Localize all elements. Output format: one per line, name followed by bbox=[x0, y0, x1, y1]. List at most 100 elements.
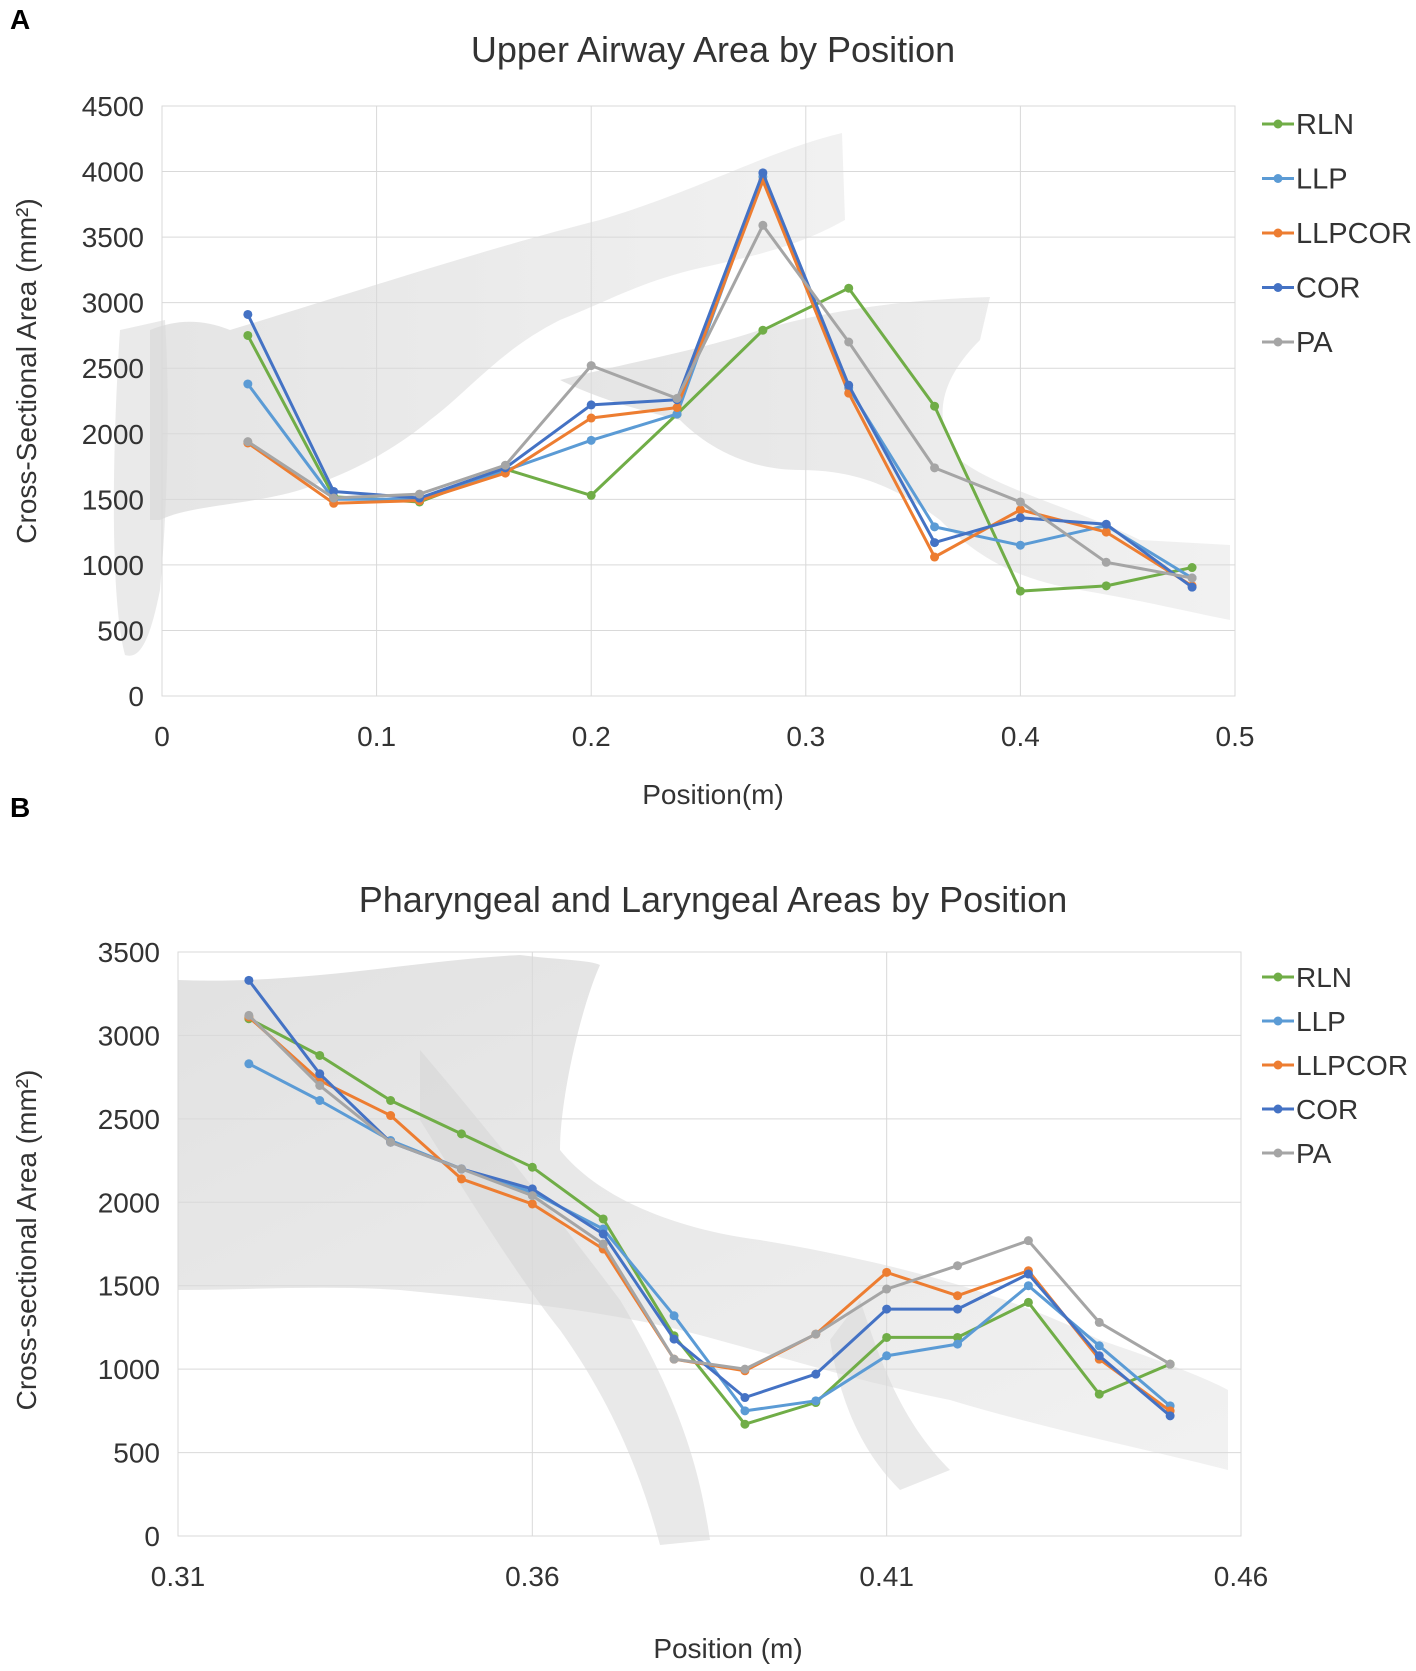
x-tick-label: 0.36 bbox=[505, 1561, 560, 1592]
airway-illustration-b bbox=[178, 955, 1228, 1545]
y-tick-label: 4000 bbox=[82, 157, 144, 188]
data-point-pa bbox=[672, 393, 682, 403]
data-point-pa bbox=[586, 361, 596, 371]
data-point-llp bbox=[1023, 1281, 1033, 1291]
y-tick-label: 2000 bbox=[82, 419, 144, 450]
data-point-llp bbox=[1015, 540, 1025, 550]
data-point-cor bbox=[953, 1304, 963, 1314]
y-axis-label-a: Cross-Sectional Area (mm²) bbox=[11, 198, 42, 543]
data-point-llpcor bbox=[386, 1111, 396, 1121]
y-tick-label: 4500 bbox=[82, 91, 144, 122]
series-pa bbox=[244, 1010, 1175, 1374]
chart-b: 0 500 1000 1500 2000 2500 3000 3500 0.31 0.36 0.4… bbox=[11, 879, 1408, 1664]
data-point-rln bbox=[1015, 586, 1025, 596]
series-line-rln bbox=[248, 1017, 1171, 1426]
data-point-pa bbox=[669, 1354, 679, 1364]
legend-item-pa: PA bbox=[1262, 327, 1333, 359]
legend-label: RLN bbox=[1296, 962, 1352, 993]
legend-item-llpcor: LLPCOR bbox=[1262, 218, 1412, 250]
data-point-pa bbox=[1165, 1359, 1175, 1369]
legend-item-llp: LLP bbox=[1262, 164, 1348, 196]
legend-item-rln: RLN bbox=[1262, 962, 1352, 993]
data-point-pa bbox=[415, 489, 425, 499]
data-point-llp bbox=[315, 1096, 325, 1106]
legend-label: COR bbox=[1296, 1094, 1358, 1125]
y-tick-label: 500 bbox=[97, 615, 144, 646]
legend-item-cor: COR bbox=[1262, 273, 1360, 305]
legend-a: RLN LLP LLPCOR COR PA bbox=[1262, 109, 1412, 359]
data-point-llpcor bbox=[456, 1174, 466, 1184]
data-point-pa bbox=[930, 463, 940, 473]
data-point-cor bbox=[882, 1304, 892, 1314]
y-tick-label: 1500 bbox=[98, 1271, 160, 1302]
y-tick-label: 1000 bbox=[98, 1354, 160, 1385]
legend-swatch-marker bbox=[1273, 972, 1283, 982]
data-point-rln bbox=[1023, 1297, 1033, 1307]
legend-item-rln: RLN bbox=[1262, 109, 1354, 141]
x-tick-label: 0.5 bbox=[1216, 721, 1255, 752]
data-point-llp bbox=[1094, 1341, 1104, 1351]
data-point-rln bbox=[740, 1419, 750, 1429]
legend-label: LLPCOR bbox=[1296, 218, 1412, 250]
x-tick-labels-b: 0.31 0.36 0.41 0.46 bbox=[151, 1561, 1269, 1592]
y-tick-label: 2500 bbox=[82, 353, 144, 384]
legend-label: PA bbox=[1296, 327, 1333, 359]
x-tick-label: 0 bbox=[154, 721, 170, 752]
legend-swatch-marker bbox=[1273, 174, 1283, 183]
data-point-rln bbox=[243, 330, 253, 340]
data-point-cor bbox=[244, 975, 254, 985]
data-point-llp bbox=[672, 409, 682, 419]
data-point-cor bbox=[811, 1369, 821, 1379]
legend-label: RLN bbox=[1296, 109, 1354, 141]
series-b bbox=[244, 975, 1175, 1429]
legend-item-llpcor: LLPCOR bbox=[1262, 1050, 1408, 1081]
data-point-llp bbox=[953, 1339, 963, 1349]
data-point-pa bbox=[329, 493, 339, 503]
y-tick-label: 2500 bbox=[98, 1104, 160, 1135]
legend-item-pa: PA bbox=[1262, 1138, 1332, 1169]
data-point-rln bbox=[844, 283, 854, 293]
y-tick-label: 1000 bbox=[82, 550, 144, 581]
x-tick-label: 0.2 bbox=[572, 721, 611, 752]
x-tick-label: 0.1 bbox=[357, 721, 396, 752]
data-point-pa bbox=[811, 1329, 821, 1339]
data-point-llp bbox=[669, 1311, 679, 1321]
y-tick-label: 3500 bbox=[82, 222, 144, 253]
data-point-rln bbox=[758, 325, 768, 335]
chart-title-a: Upper Airway Area by Position bbox=[471, 29, 955, 70]
panel-label-a: A bbox=[10, 4, 31, 35]
legend-label: LLP bbox=[1296, 1006, 1346, 1037]
data-point-rln bbox=[882, 1332, 892, 1342]
data-point-cor bbox=[1101, 519, 1111, 529]
data-point-rln bbox=[1094, 1389, 1104, 1399]
x-tick-label: 0.31 bbox=[151, 1561, 206, 1592]
legend-swatch-marker bbox=[1273, 283, 1283, 292]
data-point-pa bbox=[1094, 1317, 1104, 1327]
y-tick-label: 500 bbox=[113, 1438, 160, 1469]
plot-area-border-a bbox=[161, 105, 1236, 697]
legend-swatch-marker bbox=[1273, 1104, 1283, 1114]
data-point-cor bbox=[527, 1184, 537, 1194]
legend-swatch-marker bbox=[1273, 1148, 1283, 1158]
x-axis-label-a: Position(m) bbox=[642, 779, 784, 810]
y-tick-label: 0 bbox=[144, 1521, 160, 1552]
data-point-llp bbox=[243, 379, 253, 389]
data-point-llp bbox=[586, 435, 596, 445]
x-tick-label: 0.4 bbox=[1001, 721, 1040, 752]
data-point-cor bbox=[1015, 513, 1025, 523]
data-point-cor bbox=[586, 400, 596, 410]
legend-swatch-marker bbox=[1273, 1016, 1283, 1026]
data-point-cor bbox=[315, 1069, 325, 1079]
data-point-pa bbox=[315, 1080, 325, 1090]
panel-label-b: B bbox=[10, 792, 31, 823]
data-point-llpcor bbox=[527, 1199, 537, 1209]
y-tick-label: 3500 bbox=[98, 937, 160, 968]
data-point-pa bbox=[500, 460, 510, 470]
data-point-cor bbox=[758, 168, 768, 178]
data-point-llp bbox=[244, 1059, 254, 1069]
x-axis-label-b: Position (m) bbox=[653, 1633, 802, 1664]
series-a bbox=[243, 168, 1197, 596]
x-tick-label: 0.46 bbox=[1214, 1561, 1269, 1592]
y-tick-label: 1500 bbox=[82, 484, 144, 515]
